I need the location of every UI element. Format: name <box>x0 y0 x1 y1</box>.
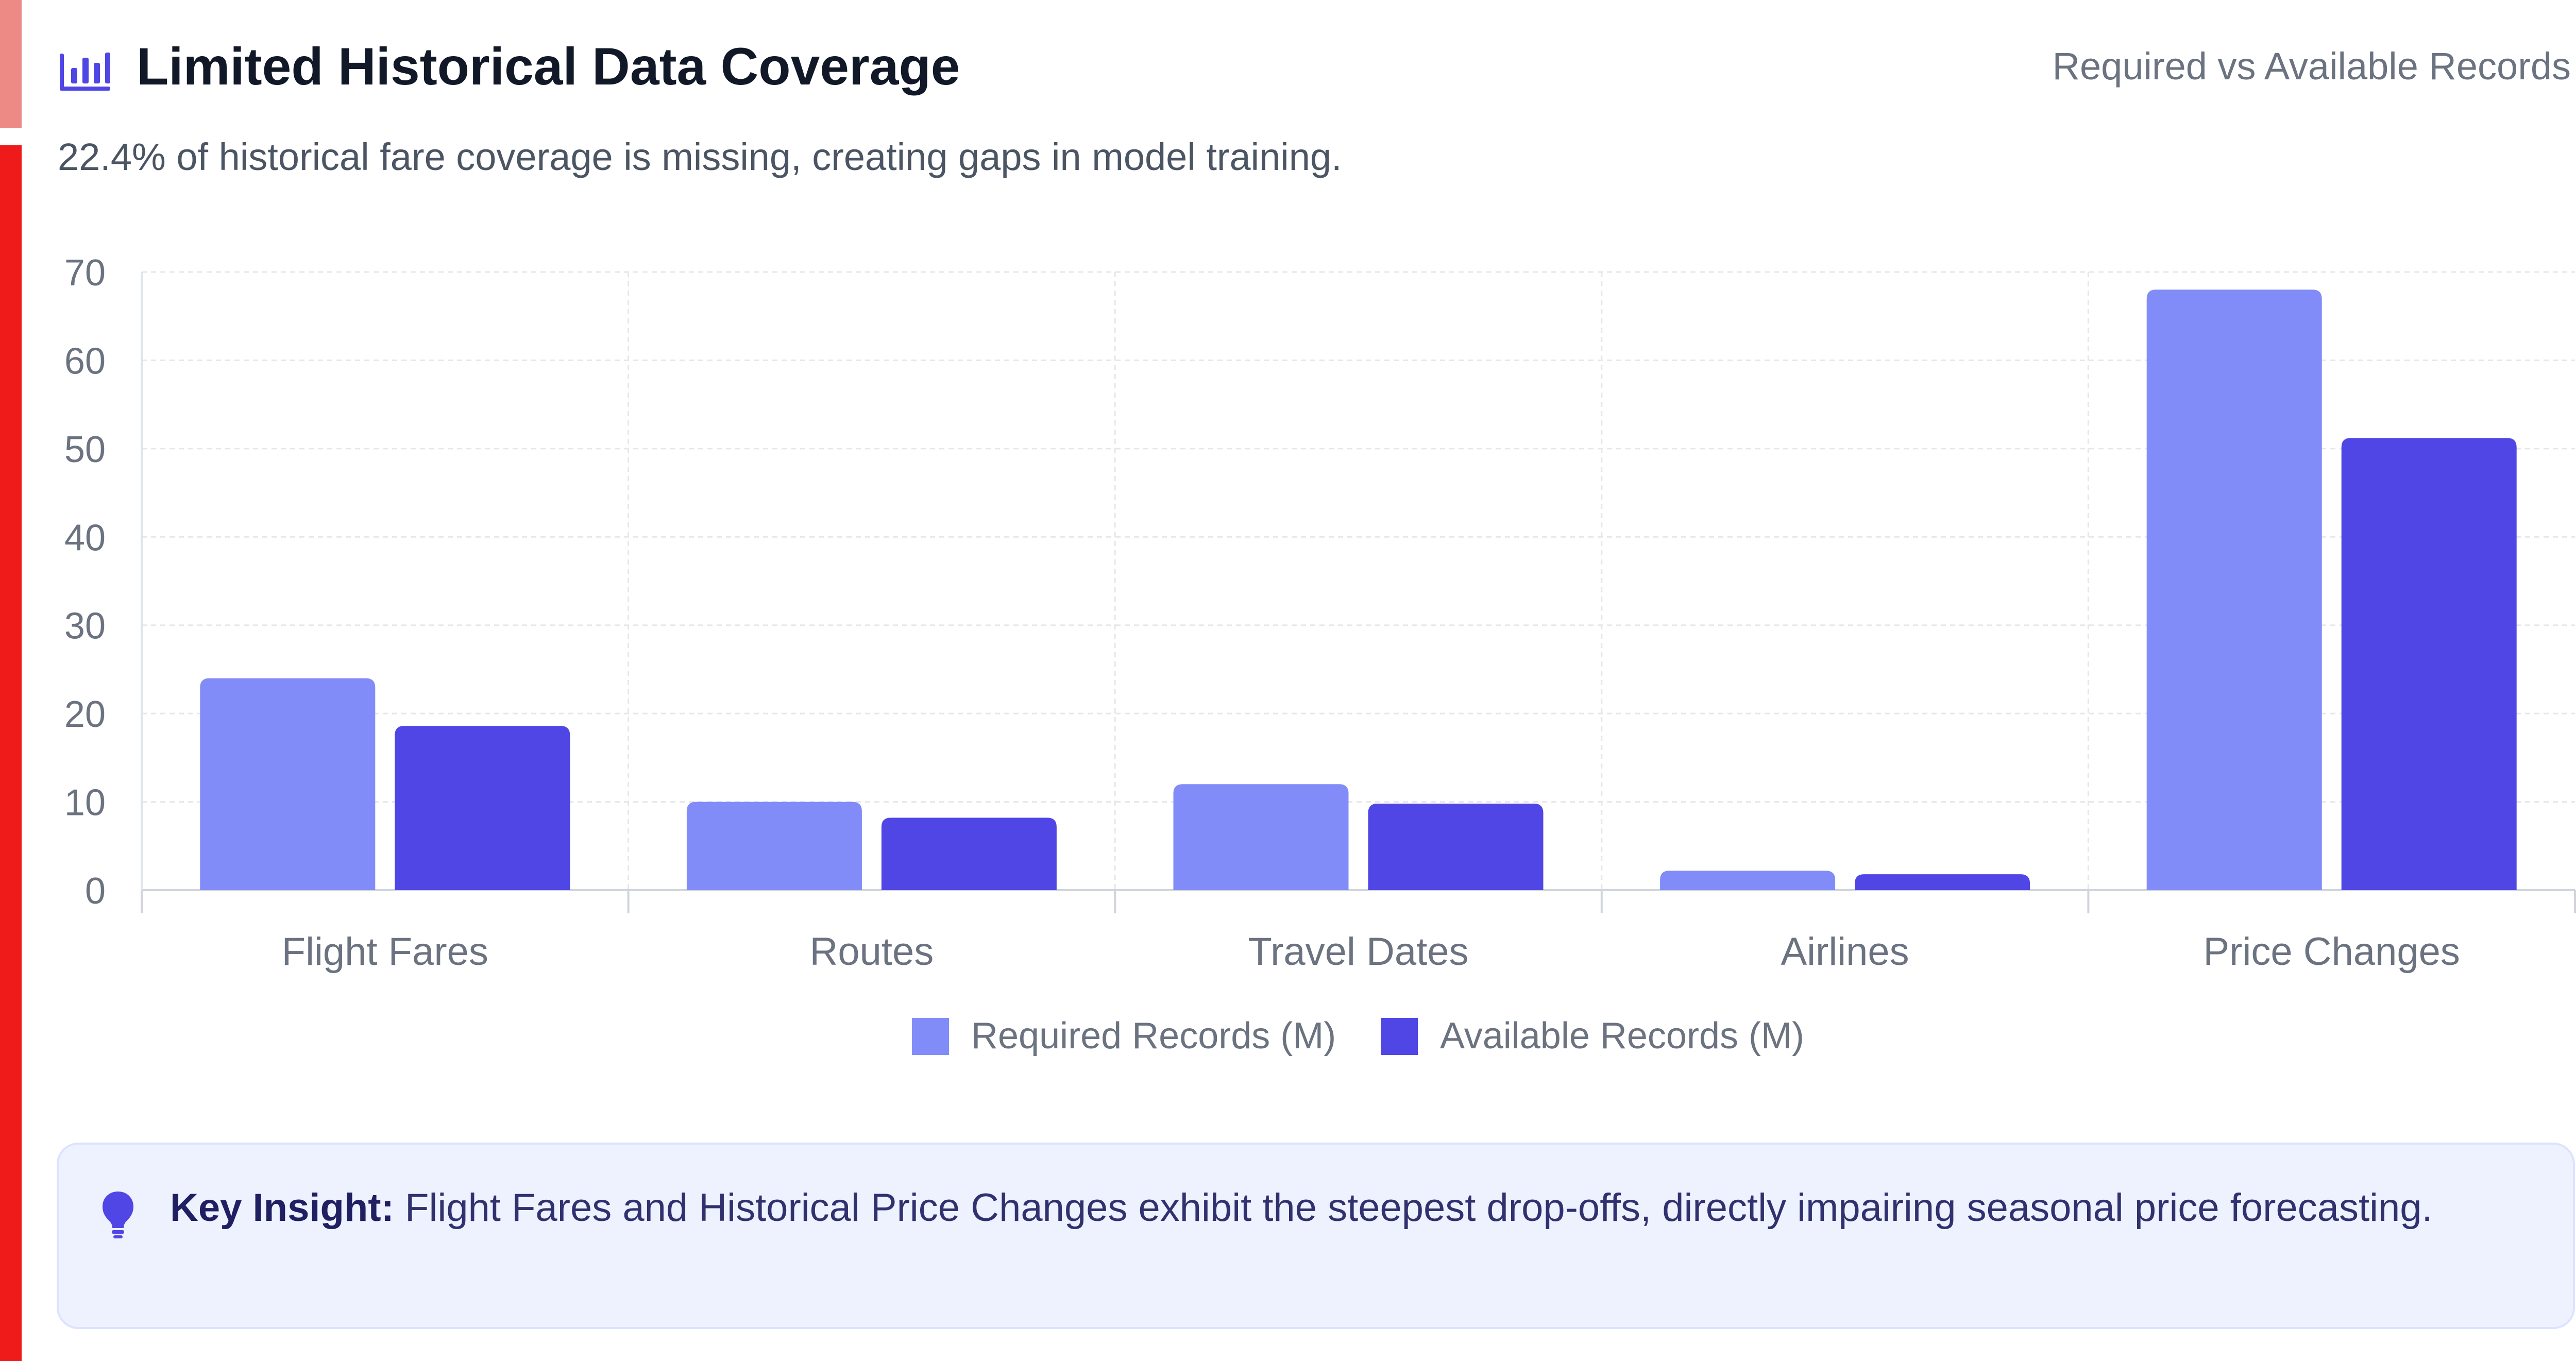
required-records-bar <box>686 802 862 890</box>
y-axis-tick-label: 10 <box>64 782 106 824</box>
y-axis-tick-label: 20 <box>64 694 106 735</box>
comparison-label: Required vs Available Records <box>2052 45 2571 88</box>
y-axis-tick-label: 30 <box>64 606 106 647</box>
y-axis-tick-label: 70 <box>64 252 106 294</box>
available-records-bar <box>395 726 570 890</box>
available-records-bar <box>881 818 1057 890</box>
available-records-legend-swatch <box>1381 1018 1418 1055</box>
x-axis-category-label: Airlines <box>1781 930 1909 974</box>
key-insight-body: Flight Fares and Historical Price Change… <box>394 1186 2433 1230</box>
chart-header: Limited Historical Data Coverage Require… <box>57 32 2571 109</box>
key-insight-label: Key Insight: <box>170 1186 394 1230</box>
x-axis-category-label: Routes <box>809 930 934 974</box>
key-insight-text: Key Insight: Flight Fares and Historical… <box>170 1182 2488 1234</box>
available-records-legend-label: Available Records (M) <box>1440 1015 1804 1057</box>
left-accent-bar <box>0 145 22 1361</box>
bar-chart-icon <box>60 53 110 91</box>
required-records-bar <box>200 678 376 890</box>
y-axis-tick-label: 50 <box>64 429 106 470</box>
required-records-legend-label: Required Records (M) <box>971 1015 1336 1057</box>
required-records-bar <box>2146 290 2322 891</box>
chart-title: Limited Historical Data Coverage <box>137 37 960 96</box>
required-records-bar <box>1173 784 1349 890</box>
key-insight-panel: Key Insight: Flight Fares and Historical… <box>57 1143 2575 1329</box>
x-axis-category-label: Flight Fares <box>282 930 488 974</box>
required-records-legend-swatch <box>912 1018 949 1055</box>
lightbulb-icon <box>103 1192 133 1238</box>
x-axis-category-label: Travel Dates <box>1248 930 1469 974</box>
left-accent-top <box>0 0 22 128</box>
x-axis-category-label: Price Changes <box>2203 930 2460 974</box>
y-axis-tick-label: 0 <box>85 871 106 912</box>
y-axis-tick-label: 40 <box>64 517 106 558</box>
available-records-bar <box>1855 874 2030 890</box>
required-records-bar <box>1660 871 1836 890</box>
y-axis-tick-label: 60 <box>64 341 106 382</box>
chart-subtitle: 22.4% of historical fare coverage is mis… <box>58 135 1342 178</box>
available-records-bar <box>2341 438 2517 890</box>
available-records-bar <box>1368 804 1544 890</box>
